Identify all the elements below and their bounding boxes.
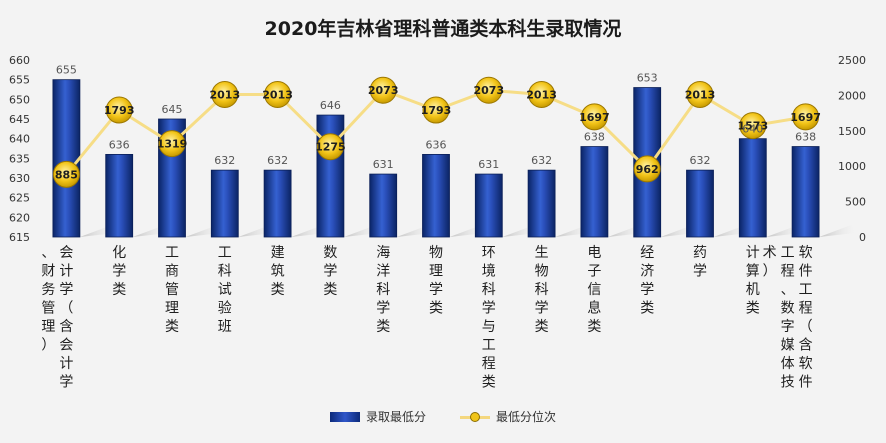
bar-value-label: 645 — [162, 103, 183, 116]
chart-title: 2020年吉林省理科普通类本科生录取情况 — [264, 18, 622, 40]
rank-data-label: 1275 — [315, 141, 346, 154]
x-tick-label: 海洋科学类 — [376, 245, 390, 335]
x-tick-label: 计算机类 — [746, 245, 760, 317]
rank-point — [52, 160, 80, 188]
bar — [210, 169, 239, 238]
legend-item-bar: 录取最低分 — [329, 408, 426, 425]
x-tick-label: 化学类 — [112, 245, 126, 298]
rank-point — [686, 80, 714, 108]
bar-value-label: 632 — [690, 154, 711, 167]
y-right-tick-label: 1500 — [838, 125, 866, 138]
rank-data-label: 1793 — [104, 104, 135, 117]
bar-value-label: 646 — [320, 99, 341, 112]
y-left-tick-label: 630 — [9, 172, 30, 185]
bar-value-label: 632 — [267, 154, 288, 167]
rank-point — [633, 155, 661, 183]
x-tick-label: 工商管理类 — [165, 245, 179, 335]
x-tick-label: 建筑类 — [271, 245, 285, 298]
x-tick-label: 环境科学与工程类 — [482, 245, 496, 391]
y-left-tick-label: 655 — [9, 74, 30, 87]
y-left-tick-label: 640 — [9, 133, 30, 146]
rank-data-label: 1319 — [157, 138, 188, 151]
rank-point — [739, 112, 767, 140]
bar — [105, 153, 134, 238]
bar — [686, 169, 714, 238]
bar-shadow — [819, 225, 856, 237]
rank-point — [264, 80, 292, 108]
rank-data-label: 2073 — [473, 84, 504, 97]
legend: 录取最低分 最低分位次 — [0, 408, 886, 425]
bar — [369, 173, 398, 238]
bar-value-label: 632 — [531, 154, 552, 167]
y-left-tick-label: 645 — [9, 113, 30, 126]
rank-point — [528, 80, 556, 108]
x-tick-label: 药学 — [693, 245, 707, 280]
y-left-tick-label: 615 — [9, 231, 30, 244]
x-tick-label: 软件工程（含软件工程、数字媒体技术） — [763, 245, 813, 391]
bar-value-label: 631 — [373, 158, 394, 171]
y-right-tick-label: 2500 — [838, 54, 866, 67]
x-tick-label: 物理学类 — [429, 245, 443, 317]
rank-data-label: 1697 — [579, 111, 610, 124]
rank-point — [105, 96, 133, 124]
y-right-tick-label: 2000 — [838, 89, 866, 102]
y-right-tick-label: 500 — [845, 196, 866, 209]
y-left-tick-label: 635 — [9, 152, 30, 165]
bar — [52, 79, 81, 238]
legend-item-line: 最低分位次 — [460, 408, 556, 425]
rank-data-label: 2013 — [526, 88, 557, 101]
rank-point — [475, 76, 503, 104]
rank-point — [158, 130, 186, 158]
x-tick-label: 经济学类 — [640, 245, 654, 317]
bar-value-label: 632 — [214, 154, 235, 167]
bar-value-label: 636 — [109, 138, 130, 151]
rank-data-label: 2013 — [685, 88, 716, 101]
bar — [738, 138, 767, 238]
rank-point — [211, 80, 239, 108]
rank-point — [316, 133, 344, 161]
y-right-tick-label: 1000 — [838, 160, 866, 173]
legend-label-bar: 录取最低分 — [365, 410, 426, 424]
x-tick-label: 电子信息类 — [587, 245, 601, 335]
rank-data-label: 1573 — [737, 120, 768, 133]
x-tick-label: 会计学（含会计学、财务管理） — [41, 245, 73, 391]
rank-data-label: 1793 — [421, 104, 452, 117]
bar — [580, 146, 609, 238]
bar — [263, 169, 292, 238]
rank-data-label: 2013 — [262, 88, 293, 101]
bar-value-label: 640 — [742, 123, 763, 136]
x-tick-label: 生物科学类 — [535, 245, 549, 335]
bar — [422, 153, 450, 238]
bar — [474, 173, 503, 238]
bar-value-label: 631 — [478, 158, 499, 171]
y-left-tick-label: 620 — [9, 211, 30, 224]
x-tick-label: 工科试验班 — [218, 245, 232, 335]
y-right-tick-label: 0 — [859, 231, 866, 244]
legend-bar-swatch — [329, 411, 360, 422]
rank-point — [369, 76, 397, 104]
legend-label-line: 最低分位次 — [496, 410, 557, 424]
rank-point — [422, 96, 450, 124]
legend-line-swatch — [460, 411, 490, 422]
bar-value-label: 636 — [426, 138, 447, 151]
rank-data-label: 885 — [55, 168, 78, 181]
y-left-tick-label: 650 — [9, 93, 30, 106]
bar-value-label: 638 — [584, 131, 605, 144]
rank-point — [580, 103, 608, 131]
rank-data-label: 2073 — [368, 84, 399, 97]
bar-value-label: 653 — [637, 72, 658, 85]
bar-value-label: 638 — [795, 131, 816, 144]
bar — [527, 169, 556, 238]
rank-data-label: 2013 — [209, 88, 240, 101]
rank-data-label: 962 — [636, 163, 659, 176]
rank-data-label: 1697 — [790, 111, 821, 124]
bar-value-label: 655 — [56, 64, 77, 77]
rank-point — [792, 103, 820, 131]
bar — [791, 146, 820, 238]
x-tick-label: 数学类 — [323, 245, 337, 298]
y-left-tick-label: 625 — [9, 192, 30, 205]
y-left-tick-label: 660 — [9, 54, 30, 67]
